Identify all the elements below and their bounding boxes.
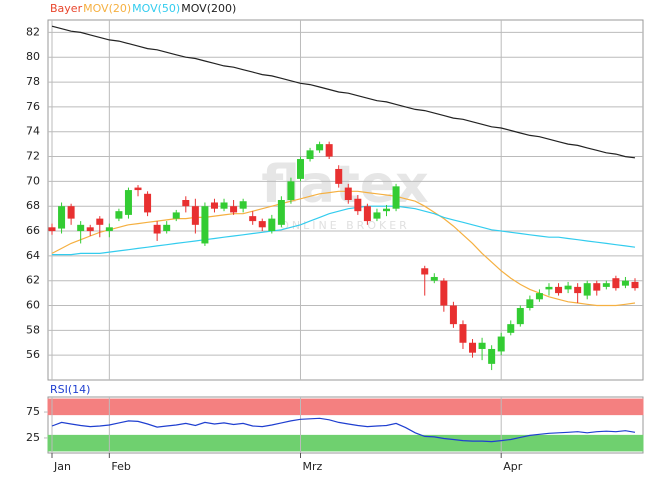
candle-body	[430, 276, 438, 281]
candle-body	[191, 206, 199, 225]
candle-body	[325, 144, 333, 157]
y-tick-label: 66	[26, 224, 40, 237]
candle-body	[449, 305, 457, 325]
candle-body	[354, 198, 362, 212]
candle-body	[48, 227, 56, 232]
candle-body	[621, 280, 629, 286]
candle-body	[287, 181, 295, 200]
candle-body	[67, 206, 75, 219]
candle-body	[124, 190, 132, 215]
candle-body	[535, 293, 543, 300]
candle-body	[201, 206, 209, 244]
y-tick-label: 72	[26, 150, 40, 163]
legend-entry: MOV(50)	[132, 2, 180, 15]
candle-body	[230, 206, 238, 213]
y-tick-label: 68	[26, 199, 40, 212]
x-tick-label: Feb	[111, 460, 130, 473]
candle-body	[268, 218, 276, 232]
candle-body	[172, 212, 180, 219]
candle-body	[631, 281, 639, 289]
legend-entry: RSI(14)	[50, 383, 90, 396]
candle-body	[210, 202, 218, 209]
candle-body	[497, 336, 505, 352]
candle-body	[153, 224, 161, 234]
x-tick-label: Apr	[503, 460, 523, 473]
y-tick-label: 76	[26, 100, 40, 113]
candle-body	[220, 202, 228, 209]
legend-entry: MOV(200)	[181, 2, 236, 15]
candle-body	[58, 206, 66, 229]
candle-body	[335, 168, 343, 184]
candle-body	[144, 193, 152, 213]
candle-body	[373, 212, 381, 219]
candle-body	[277, 200, 285, 225]
candle-body	[593, 283, 601, 291]
candle-body	[478, 342, 486, 349]
y-tick-label: 62	[26, 274, 40, 287]
watermark-tagline: ONLINE BROKER	[280, 219, 410, 232]
candle-body	[469, 342, 477, 353]
candle-body	[574, 286, 582, 294]
candle-body	[440, 280, 448, 306]
candle-body	[134, 187, 142, 191]
candle-body	[421, 268, 429, 275]
candle-body	[115, 211, 123, 219]
candle-body	[516, 308, 524, 325]
candle-body	[96, 218, 104, 225]
y-tick-label: 60	[26, 299, 40, 312]
series-line	[51, 417, 636, 443]
candle-body	[258, 221, 266, 228]
y-tick-label: 56	[26, 348, 40, 361]
y-tick-label: 74	[26, 125, 40, 138]
y-tick-label: 64	[26, 249, 40, 262]
candle-body	[249, 216, 257, 222]
candle-body	[545, 286, 553, 290]
candle-body	[526, 299, 534, 308]
candle-body	[564, 285, 572, 290]
series-line	[51, 190, 636, 307]
candle-body	[612, 278, 620, 289]
candle-body	[77, 224, 85, 232]
candle-body	[306, 150, 314, 160]
candle-body	[555, 286, 563, 294]
candle-body	[383, 208, 391, 212]
x-tick-label: Jan	[53, 460, 71, 473]
y-tick-label: 25	[26, 431, 40, 444]
candle-body	[602, 283, 610, 287]
candle-body	[344, 187, 352, 200]
candle-body	[296, 159, 304, 179]
candle-body	[316, 144, 324, 151]
candle-body	[507, 324, 515, 333]
candle-body	[363, 206, 371, 222]
candle-body	[86, 227, 94, 232]
y-tick-label: 70	[26, 174, 40, 187]
legend-entry: Bayer	[50, 2, 83, 15]
candle-body	[583, 283, 591, 296]
series-line	[51, 25, 636, 159]
y-tick-label: 75	[26, 405, 40, 418]
candle-body	[459, 324, 467, 343]
candle-body	[163, 224, 171, 232]
candle-body	[182, 200, 190, 207]
y-tick-label: 58	[26, 323, 40, 336]
candle-body	[105, 227, 113, 232]
candle-body	[488, 348, 496, 364]
y-tick-label: 82	[26, 25, 40, 38]
x-tick-label: Mrz	[302, 460, 322, 473]
series-line	[52, 205, 636, 256]
legend-entry: MOV(20)	[83, 2, 131, 15]
y-tick-label: 78	[26, 75, 40, 88]
candle-body	[392, 186, 400, 209]
y-tick-label: 80	[26, 50, 40, 63]
rsi-zone	[47, 398, 644, 416]
candle-body	[239, 201, 247, 209]
rsi-zone	[47, 434, 644, 452]
